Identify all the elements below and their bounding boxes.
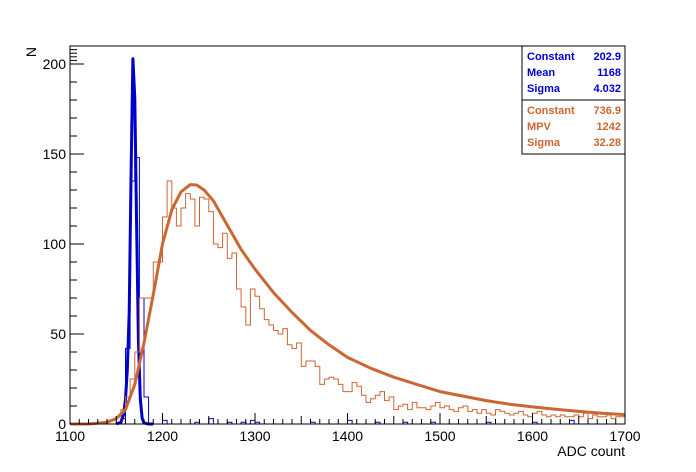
series-layer bbox=[70, 57, 626, 426]
stats-boxes: Constant 202.9 Mean 1168 Sigma 4.032 Constant 7… bbox=[521, 45, 626, 155]
pedestal-fit-curve bbox=[115, 57, 154, 426]
stats-label: Sigma bbox=[527, 83, 561, 95]
stats-value: 1168 bbox=[597, 67, 621, 79]
stats-label: Constant bbox=[527, 51, 575, 63]
stats-value: 4.032 bbox=[593, 83, 621, 95]
y-axis-title: N bbox=[23, 47, 39, 57]
x-tick-label: 1200 bbox=[147, 428, 178, 444]
x-tick-label: 1400 bbox=[332, 428, 363, 444]
stats-label: MPV bbox=[527, 121, 552, 133]
stats-value: 1242 bbox=[597, 121, 621, 133]
y-tick-label: 50 bbox=[50, 326, 66, 342]
stats-label: Constant bbox=[527, 105, 575, 117]
x-tick-label: 1600 bbox=[517, 428, 548, 444]
stats-value: 736.9 bbox=[593, 105, 621, 117]
signal-histogram bbox=[115, 180, 626, 424]
stats-label: Mean bbox=[527, 67, 555, 79]
y-tick-label: 0 bbox=[58, 416, 66, 432]
x-tick-label: 1300 bbox=[239, 428, 270, 444]
x-axis-title: ADC count bbox=[557, 443, 625, 459]
signal-fit-curve bbox=[70, 183, 626, 426]
x-tick-label: 1700 bbox=[609, 428, 640, 444]
stats-value: 202.9 bbox=[593, 51, 621, 63]
stats-value: 32.28 bbox=[593, 137, 621, 149]
x-tick-label: 1500 bbox=[424, 428, 455, 444]
y-tick-label: 100 bbox=[43, 236, 67, 252]
y-tick-label: 150 bbox=[43, 146, 67, 162]
y-tick-label: 200 bbox=[43, 56, 67, 72]
pedestal-histogram bbox=[120, 157, 575, 424]
axes-layer: 1100 1200 1300 1400 1500 1600 1700 0 50 100 150 200 bbox=[43, 49, 641, 444]
signal-stats-box bbox=[521, 99, 626, 155]
pedestal-stats-box bbox=[521, 45, 626, 101]
x-tick-label: 1100 bbox=[55, 428, 85, 444]
stats-label: Sigma bbox=[527, 137, 561, 149]
